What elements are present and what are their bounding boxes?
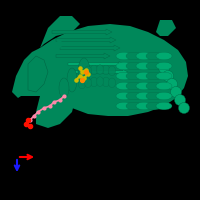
Ellipse shape — [156, 82, 172, 90]
Ellipse shape — [170, 86, 182, 98]
Ellipse shape — [67, 68, 77, 92]
Point — [84, 70, 88, 74]
Ellipse shape — [126, 102, 142, 110]
Point — [80, 70, 84, 74]
Ellipse shape — [136, 62, 152, 70]
Ellipse shape — [108, 66, 116, 76]
Polygon shape — [156, 20, 176, 36]
Ellipse shape — [116, 52, 132, 60]
Ellipse shape — [116, 92, 132, 100]
Point — [80, 78, 84, 82]
Polygon shape — [72, 70, 128, 74]
Ellipse shape — [136, 52, 152, 60]
Polygon shape — [40, 16, 80, 48]
Polygon shape — [44, 40, 64, 60]
Ellipse shape — [108, 78, 116, 88]
Ellipse shape — [78, 67, 86, 77]
Ellipse shape — [126, 72, 142, 80]
Ellipse shape — [126, 82, 142, 90]
Polygon shape — [56, 37, 116, 43]
Point — [28, 118, 32, 122]
Ellipse shape — [136, 82, 152, 90]
Ellipse shape — [146, 72, 162, 80]
Ellipse shape — [136, 92, 152, 100]
Ellipse shape — [156, 62, 172, 70]
Polygon shape — [60, 45, 120, 51]
Point — [62, 94, 66, 98]
Ellipse shape — [90, 77, 98, 87]
Ellipse shape — [166, 79, 178, 90]
Point — [82, 76, 86, 80]
Ellipse shape — [146, 92, 162, 100]
Point — [78, 66, 82, 70]
Point — [58, 98, 62, 102]
Ellipse shape — [90, 65, 98, 75]
Polygon shape — [28, 56, 48, 92]
Ellipse shape — [146, 52, 162, 60]
Point — [74, 78, 78, 82]
Polygon shape — [36, 80, 76, 128]
Polygon shape — [68, 62, 124, 66]
Ellipse shape — [126, 92, 142, 100]
Ellipse shape — [158, 62, 170, 73]
Point — [84, 68, 88, 72]
Ellipse shape — [156, 52, 172, 60]
Point — [26, 118, 30, 122]
Ellipse shape — [179, 102, 190, 114]
Ellipse shape — [156, 92, 172, 100]
Ellipse shape — [96, 77, 104, 86]
Point — [42, 106, 46, 110]
Ellipse shape — [116, 72, 132, 80]
Ellipse shape — [126, 62, 142, 70]
Ellipse shape — [136, 102, 152, 110]
Ellipse shape — [156, 102, 172, 110]
Ellipse shape — [102, 77, 110, 87]
Point — [48, 104, 52, 108]
Point — [32, 114, 36, 118]
Ellipse shape — [96, 65, 104, 74]
Ellipse shape — [146, 82, 162, 90]
Ellipse shape — [116, 102, 132, 110]
Ellipse shape — [78, 79, 86, 89]
Ellipse shape — [136, 72, 152, 80]
Polygon shape — [20, 24, 188, 116]
Ellipse shape — [84, 66, 92, 76]
Polygon shape — [56, 53, 110, 59]
Polygon shape — [12, 48, 44, 98]
Point — [52, 100, 56, 104]
Point — [24, 122, 28, 126]
Point — [86, 72, 90, 76]
Ellipse shape — [84, 78, 92, 88]
Ellipse shape — [146, 102, 162, 110]
Point — [28, 124, 32, 128]
Ellipse shape — [78, 58, 90, 86]
Point — [36, 110, 40, 114]
Ellipse shape — [146, 62, 162, 70]
Ellipse shape — [116, 62, 132, 70]
Polygon shape — [52, 29, 112, 35]
Ellipse shape — [126, 52, 142, 60]
Point — [78, 74, 82, 78]
Ellipse shape — [102, 65, 110, 75]
Ellipse shape — [156, 72, 172, 80]
Ellipse shape — [162, 71, 174, 82]
Ellipse shape — [174, 95, 186, 106]
Ellipse shape — [59, 78, 69, 98]
Ellipse shape — [116, 82, 132, 90]
